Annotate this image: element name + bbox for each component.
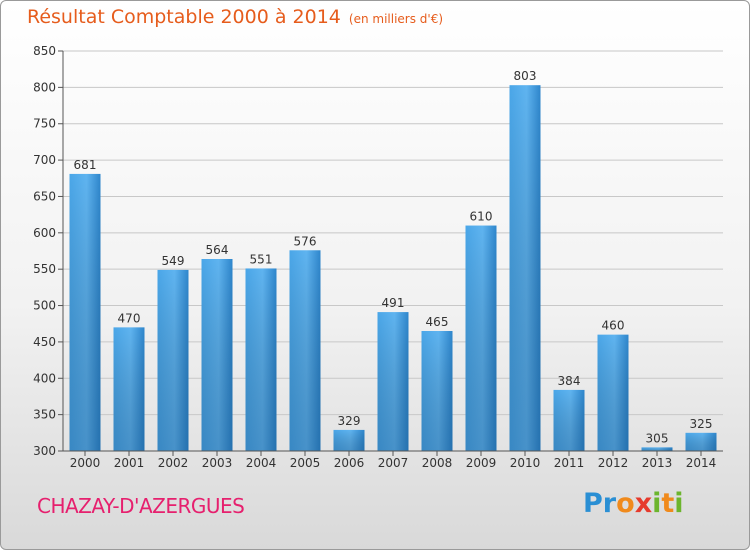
x-tick-label: 2013 (642, 456, 673, 470)
bar-value-label: 460 (602, 319, 625, 333)
bar-value-label: 549 (162, 254, 185, 268)
y-tick-label: 300 (33, 444, 56, 458)
bar-value-label: 610 (470, 210, 493, 224)
x-tick-label: 2011 (554, 456, 585, 470)
bar-shade (553, 389, 585, 451)
x-tick-label: 2005 (290, 456, 321, 470)
bar-value-label: 384 (558, 374, 581, 388)
bar-value-label: 564 (206, 243, 229, 257)
x-tick-label: 2009 (466, 456, 497, 470)
bar-value-label: 551 (250, 252, 273, 266)
logo-letter: i (652, 488, 662, 519)
bar-value-label: 576 (294, 234, 317, 248)
y-tick-label: 600 (33, 226, 56, 240)
x-tick-label: 2007 (378, 456, 409, 470)
bar-shade (157, 269, 189, 451)
bar-shade (377, 312, 409, 451)
bar-value-label: 681 (74, 158, 97, 172)
bar-shade (465, 225, 497, 451)
y-tick-label: 350 (33, 408, 56, 422)
x-tick-label: 2014 (686, 456, 717, 470)
bar-shade (597, 334, 629, 451)
y-tick-label: 400 (33, 371, 56, 385)
bar-shade (509, 85, 541, 451)
y-tick-label: 850 (33, 44, 56, 58)
x-tick-label: 2001 (114, 456, 145, 470)
logo-letter: o (616, 488, 635, 519)
bar-shade (113, 327, 145, 451)
bar-shade (333, 429, 365, 451)
x-tick-label: 2010 (510, 456, 541, 470)
x-tick-label: 2008 (422, 456, 453, 470)
x-tick-label: 2006 (334, 456, 365, 470)
bar-value-label: 470 (118, 311, 141, 325)
x-tick-label: 2004 (246, 456, 277, 470)
bar-value-label: 325 (690, 417, 713, 431)
x-tick-label: 2000 (70, 456, 101, 470)
commune-name: CHAZAY-D'AZERGUES (37, 494, 245, 518)
chart-subtitle: (en milliers d'€) (348, 12, 444, 26)
y-tick-label: 700 (33, 153, 56, 167)
y-tick-label: 450 (33, 335, 56, 349)
bar-chart: 681 470 549 564 551 576 329 491 465 610 803 384 460 3… (33, 44, 723, 470)
x-tick-label: 2002 (158, 456, 189, 470)
bar-shade (685, 432, 717, 451)
bar-value-label: 491 (382, 296, 405, 310)
y-tick-label: 750 (33, 117, 56, 131)
y-tick-label: 550 (33, 262, 56, 276)
y-tick-label: 800 (33, 80, 56, 94)
chart-title: Résultat Comptable 2000 à 2014 (en millie… (27, 6, 443, 28)
bar-value-label: 803 (514, 69, 537, 83)
bar-shade (245, 268, 277, 451)
bar-shade (201, 259, 233, 451)
bar-value-label: 305 (646, 431, 669, 445)
logo-letter: r (602, 488, 617, 519)
y-tick-label: 500 (33, 299, 56, 313)
x-tick-label: 2012 (598, 456, 629, 470)
logo-letter: t (661, 488, 675, 519)
bar-shade (69, 173, 101, 451)
bar-value-label: 465 (426, 315, 449, 329)
bar-value-label: 329 (338, 414, 361, 428)
bar-shade (641, 447, 673, 451)
chart-title-text: Résultat Comptable 2000 à 2014 (27, 6, 341, 28)
y-tick-label: 650 (33, 189, 56, 203)
proxiti-logo: Proxiti (583, 488, 684, 519)
logo-letter: x (634, 488, 653, 519)
x-tick-label: 2003 (202, 456, 233, 470)
bar-shade (289, 250, 321, 451)
logo-letter: i (674, 488, 684, 519)
logo-letter: P (583, 488, 603, 519)
bar-shade (421, 331, 453, 451)
